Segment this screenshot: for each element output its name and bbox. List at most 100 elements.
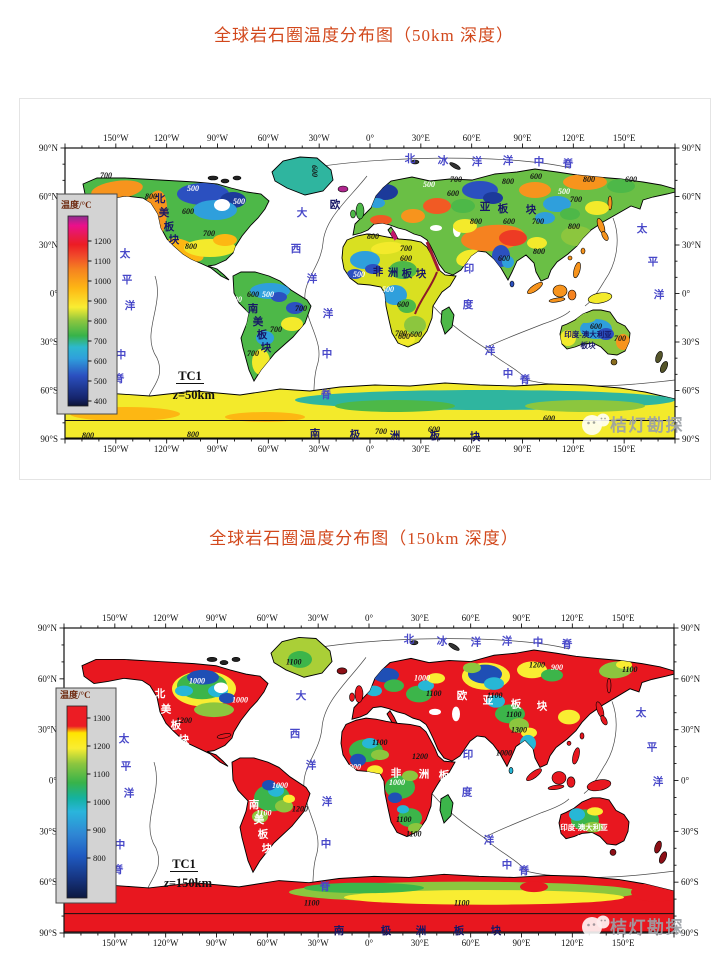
island-sulawesi <box>566 776 576 788</box>
plate-name-char: 亚 <box>480 201 491 213</box>
island-newguinea <box>587 292 613 304</box>
contour-value-label: 600 <box>625 175 637 184</box>
contour-value-label: 500 <box>187 184 199 193</box>
lat-tick-label: 90°N <box>39 143 59 153</box>
contour-value-label: 1100 <box>426 689 442 698</box>
model-label: TC1 <box>172 857 196 871</box>
island-sri <box>509 280 515 288</box>
contour-value-label: 700 <box>203 229 215 238</box>
lon-tick-label: 0° <box>365 938 374 948</box>
island-hainan <box>566 740 572 746</box>
contour-value-label: 1200 <box>529 661 545 670</box>
island-taiwan <box>580 247 586 255</box>
lon-tick-label: 150°W <box>102 613 128 623</box>
lon-tick-label: 90°E <box>513 133 532 143</box>
island-nz2 <box>659 361 669 373</box>
plate-name-char: 块 <box>526 203 537 216</box>
legend-tick-label: 1300 <box>93 713 110 723</box>
plate-name-char: 非 <box>391 767 402 780</box>
island-iceland <box>336 667 348 675</box>
contour-value-label: 1100 <box>406 829 422 838</box>
contour-value-label: 500 <box>233 197 245 206</box>
ocean-name-char: 中 <box>116 348 127 361</box>
lon-tick-label: 150°W <box>102 938 128 948</box>
contour-value-label: 700 <box>532 217 544 226</box>
contour-value-label: 800 <box>568 222 580 231</box>
contour-value-label: 900 <box>349 762 361 771</box>
lat-tick-label: 60°N <box>681 674 701 684</box>
ocean-name-char: 中 <box>115 838 126 851</box>
island-japan2 <box>601 231 609 241</box>
contour-value-label: 1100 <box>304 899 320 908</box>
plate-name-char: 南 <box>310 427 321 440</box>
ocean-name-char: 脊 <box>320 388 332 401</box>
ocean-name-char: 洋 <box>485 344 496 357</box>
contour-value-label: 500 <box>230 295 242 304</box>
contour-value-label: 1100 <box>454 899 470 908</box>
contour-value-label: 1000 <box>496 749 512 758</box>
ocean-name-char: 洋 <box>471 636 482 649</box>
island-sri <box>508 767 514 775</box>
ocean-name-char: 冰 <box>438 154 449 167</box>
ocean-name-char: 洋 <box>472 155 483 168</box>
ocean-name-char: 洋 <box>484 834 495 847</box>
lon-tick-label: 150°E <box>613 444 636 454</box>
contour-value-label: 500 <box>558 187 570 196</box>
ocean-name-char: 度 <box>462 786 473 799</box>
legend-title: 温度/°C <box>60 689 91 700</box>
ocean-name-char: 度 <box>463 298 474 311</box>
ocean-name-char: 脊 <box>518 864 530 877</box>
lat-tick-label: 0° <box>682 289 691 299</box>
contour-value-label: 800 <box>145 192 157 201</box>
plate-name-char: 块 <box>461 769 472 782</box>
depth-label: z=150km <box>163 876 213 890</box>
lat-tick-label: 0° <box>50 289 59 299</box>
legend-tick-label: 1000 <box>94 276 111 286</box>
contour-value-label: 600 <box>310 165 319 177</box>
plate-name-char: 板 <box>511 697 522 710</box>
figure1-image[interactable]: 150°W 150°W 120°W 120°W 90°W 90°W 60°W 60°W 30°W… <box>19 98 711 480</box>
ocean-name-char: 西 <box>290 728 301 740</box>
contour-value-label: 800 <box>502 177 514 186</box>
contour-value-label: 600 <box>182 207 194 216</box>
ocean-name-char: 北 <box>404 632 415 645</box>
legend-tick-label: 800 <box>93 853 106 863</box>
lon-tick-label: 60°W <box>257 938 279 948</box>
lon-tick-label: 120°W <box>153 613 179 623</box>
model-annotation: TC1 z=150km <box>163 857 213 890</box>
plate-name-char: 洲 <box>388 267 399 279</box>
ocean-name-char: 中 <box>503 367 514 380</box>
island-arctic3 <box>231 657 241 662</box>
plate-name-char: 欧 <box>330 198 341 211</box>
landmass-madagascar <box>440 306 455 335</box>
lon-tick-label: 90°W <box>206 938 228 948</box>
lat-tick-label: 60°N <box>682 192 702 202</box>
temperature-map-canvas: 150°W 150°W 120°W 120°W 90°W 90°W 60°W 60°W 30°W… <box>39 133 702 454</box>
lat-tick-label: 90°N <box>681 623 701 633</box>
plate-name-char: 欧 <box>457 689 468 702</box>
contour-value-label: 900 <box>551 663 563 672</box>
contour-value-label: 600 <box>398 332 410 341</box>
contour-value-label: 800 <box>533 247 545 256</box>
plate-name-char: 板 <box>257 328 268 341</box>
lon-tick-label: 30°E <box>412 444 431 454</box>
ocean-name-char: 印 <box>463 749 474 761</box>
island-sulawesi <box>567 289 577 301</box>
lat-tick-label: 60°S <box>40 386 58 396</box>
lat-tick-label: 90°N <box>682 143 702 153</box>
legend-tick-label: 1100 <box>93 769 110 779</box>
figure2-image[interactable]: 150°W 150°W 120°W 120°W 90°W 90°W 60°W 60°W 30°W… <box>19 575 709 953</box>
island-nz1 <box>655 350 663 364</box>
lat-tick-label: 60°S <box>39 877 57 887</box>
lon-tick-label: 120°E <box>561 613 584 623</box>
contour-value-label: 700 <box>270 325 282 334</box>
plate-name-char: 美 <box>254 813 265 826</box>
lon-tick-label: 30°W <box>308 938 330 948</box>
legend-tick-label: 900 <box>94 296 107 306</box>
plate-name-char: 块 <box>470 430 481 443</box>
legend-tick-label: 700 <box>94 336 107 346</box>
contour-value-label: 800 <box>187 430 199 439</box>
contour-value-label: 800 <box>470 217 482 226</box>
island-borneo <box>551 771 567 785</box>
lon-tick-label: 0° <box>366 133 375 143</box>
